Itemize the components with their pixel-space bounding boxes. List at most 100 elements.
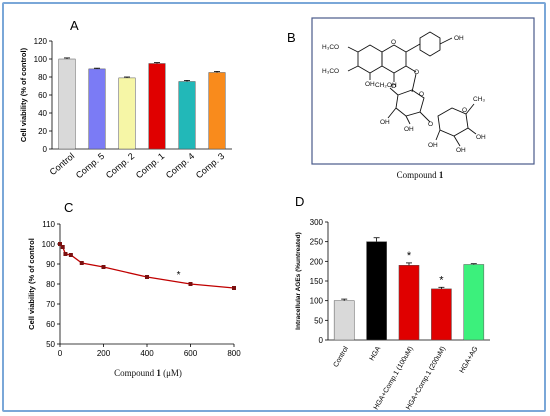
bar bbox=[208, 72, 226, 150]
bond-s2-oh3 bbox=[467, 127, 477, 135]
y-tick-label: 110 bbox=[42, 220, 55, 229]
data-point bbox=[68, 253, 73, 257]
x-tick-label: 600 bbox=[184, 349, 198, 358]
y-tick-label: 0 bbox=[43, 145, 48, 154]
figure-frame bbox=[2, 2, 546, 412]
y-tick-label: 80 bbox=[38, 73, 47, 82]
y-tick-label: 70 bbox=[46, 300, 55, 309]
label-ch2oh: CH₂OH bbox=[375, 82, 397, 89]
y-tick-label: 80 bbox=[46, 280, 55, 289]
panel-b: B bbox=[287, 17, 535, 180]
label-a-oh: OH bbox=[365, 81, 375, 88]
panel-d-letter: D bbox=[295, 194, 304, 209]
category-label: Comp. 3 bbox=[194, 151, 226, 181]
data-point bbox=[232, 286, 236, 290]
chart-a: 0 20 40 60 80 100 120 Cell viability (% of cont… bbox=[19, 37, 232, 180]
data-point bbox=[101, 265, 106, 269]
label-glyco-o: O bbox=[414, 69, 419, 76]
ring-b bbox=[419, 31, 441, 57]
structure-caption: Compound 1 bbox=[397, 170, 444, 180]
chart-c: 50 60 70 80 90 100 110 0 200 400 600 800 Cell viabil… bbox=[27, 220, 241, 358]
x-tick-label: 800 bbox=[227, 349, 241, 358]
bond-ome2 bbox=[347, 65, 359, 72]
bond-ch3 bbox=[465, 103, 475, 115]
category-label: Comp. 4 bbox=[164, 151, 196, 181]
label-carbonyl-o: O bbox=[391, 83, 396, 90]
bar bbox=[431, 288, 452, 341]
bond-s1-o bbox=[419, 111, 431, 123]
label-s2-oh1: OH bbox=[428, 142, 438, 149]
y-tick-label: 150 bbox=[310, 277, 324, 286]
data-point bbox=[145, 275, 149, 279]
bar bbox=[463, 264, 485, 341]
panel-b-letter: B bbox=[287, 30, 296, 45]
bar bbox=[178, 81, 196, 150]
bar bbox=[58, 58, 76, 150]
x-tick-label: 200 bbox=[97, 349, 111, 358]
label-h3co-1: H₃CO bbox=[322, 44, 339, 51]
category-label: Control bbox=[333, 345, 351, 368]
category-label: Comp. 2 bbox=[104, 151, 136, 181]
y-tick-label: 120 bbox=[34, 37, 48, 46]
bar bbox=[88, 68, 106, 150]
annotation-mark: * bbox=[177, 270, 181, 281]
label-sugar2-o: O bbox=[462, 107, 467, 114]
bond-s1-oh1 bbox=[387, 107, 397, 119]
chart-d: 0 50 100 150 200 250 300 Intracellular AGEs (%u… bbox=[295, 218, 490, 411]
y-axis-label: Cell viability (% of control bbox=[27, 238, 36, 330]
data-point bbox=[63, 252, 68, 256]
chemical-structure bbox=[347, 31, 477, 147]
category-label: HGA bbox=[369, 345, 383, 362]
bar bbox=[398, 265, 420, 341]
label-sugar1-o: O bbox=[419, 91, 424, 98]
y-tick-label: 20 bbox=[38, 127, 47, 136]
significance-mark: * bbox=[407, 250, 412, 262]
label-s1-oh1: OH bbox=[380, 119, 390, 126]
category-label: HGA+AG bbox=[459, 346, 480, 375]
label-s1-oh2: OH bbox=[404, 126, 414, 133]
bar bbox=[148, 63, 166, 150]
category-label: HGA+Comp.1 (200uM) bbox=[405, 346, 447, 412]
y-axis-label: Intracellular AGEs (%untreated) bbox=[295, 232, 302, 330]
category-label: Control bbox=[48, 151, 77, 177]
bond-oh bbox=[439, 37, 453, 45]
y-tick-label: 100 bbox=[34, 55, 48, 64]
y-tick-label: 90 bbox=[46, 260, 55, 269]
bar bbox=[118, 77, 136, 150]
x-tick-label: 0 bbox=[58, 349, 63, 358]
category-label: Comp. 1 bbox=[134, 151, 166, 181]
bar bbox=[366, 241, 387, 341]
panel-a: A 0 20 40 60 80 100 120 Cell viability (% of co… bbox=[19, 18, 232, 180]
significance-mark: * bbox=[439, 274, 444, 286]
label-s2-oh2: OH bbox=[456, 147, 466, 154]
panel-d: D 0 50 100 150 200 250 300 Intracellular AGEs (… bbox=[295, 194, 490, 411]
y-axis-label: Cell viability (% of control) bbox=[19, 47, 28, 142]
structure-labels: H₃CO H₃CO O OH OH O O CH₂OH O O OH OH CH… bbox=[322, 35, 486, 154]
y-tick-label: 200 bbox=[310, 257, 324, 266]
label-ch3: CH₃ bbox=[473, 96, 485, 103]
label-ring-o: O bbox=[391, 39, 396, 46]
bond-s2-oh1 bbox=[435, 129, 441, 141]
bond-ch2oh bbox=[389, 87, 399, 96]
panel-c-letter: C bbox=[64, 200, 73, 215]
y-tick-label: 300 bbox=[310, 218, 324, 227]
category-label: Comp. 5 bbox=[74, 151, 106, 181]
label-phenol-oh: OH bbox=[454, 35, 464, 42]
y-tick-label: 50 bbox=[314, 316, 323, 325]
bond-glyco bbox=[405, 65, 417, 73]
bond-s2-oh2 bbox=[453, 135, 461, 147]
series-line bbox=[59, 243, 235, 289]
chart-c-xlabel: Compound 1 (μM) bbox=[114, 368, 182, 378]
bond-bc bbox=[405, 43, 421, 53]
bond-s1-oh2 bbox=[405, 115, 411, 125]
x-tick-label: 400 bbox=[140, 349, 154, 358]
y-tick-label: 40 bbox=[38, 109, 47, 118]
label-link-o: O bbox=[428, 121, 433, 128]
y-tick-label: 100 bbox=[310, 297, 324, 306]
y-tick-label: 100 bbox=[42, 240, 56, 249]
label-s2-oh3: OH bbox=[476, 134, 486, 141]
panel-c: C 50 60 70 80 90 100 110 0 200 400 600 800 Cell viab… bbox=[27, 200, 241, 378]
y-tick-label: 0 bbox=[319, 336, 324, 345]
data-point bbox=[79, 261, 84, 265]
